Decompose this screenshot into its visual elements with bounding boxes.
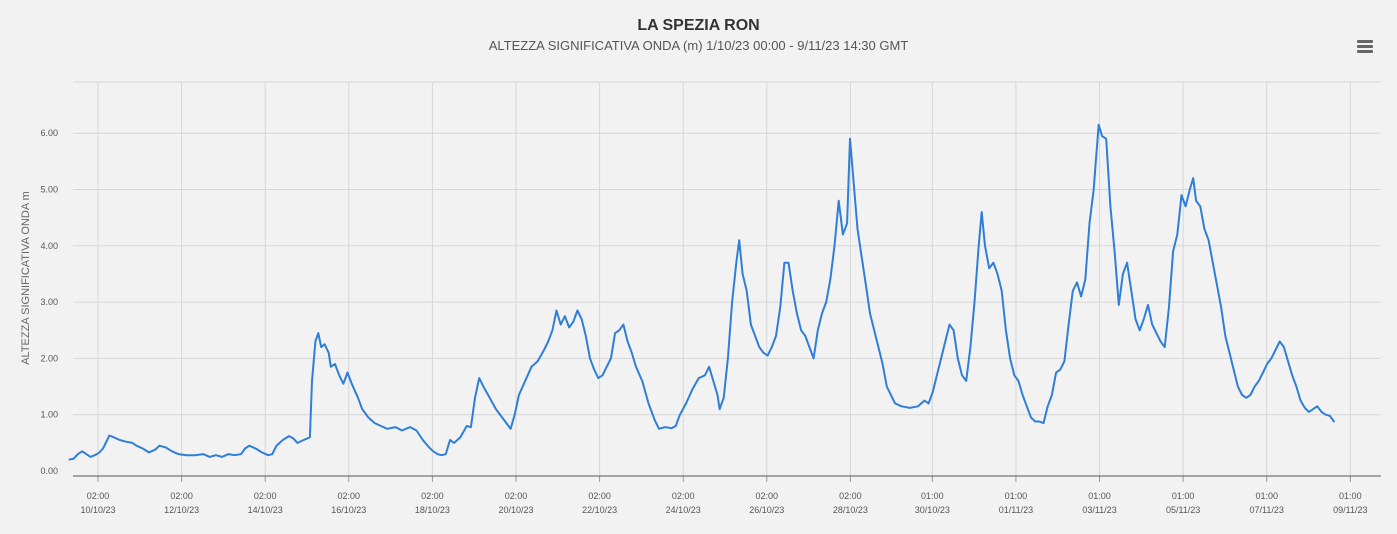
- x-tick-time: 01:00: [921, 491, 944, 501]
- menu-bar: [1357, 40, 1373, 43]
- menu-bar: [1357, 45, 1373, 48]
- x-tick-time: 01:00: [1088, 491, 1111, 501]
- menu-bar: [1357, 50, 1373, 53]
- x-tick-time: 02:00: [338, 491, 361, 501]
- x-tick-date: 14/10/23: [248, 505, 283, 515]
- x-tick-date: 26/10/23: [749, 505, 784, 515]
- x-tick-date: 22/10/23: [582, 505, 617, 515]
- x-tick-time: 02:00: [756, 491, 779, 501]
- x-tick-time: 02:00: [588, 491, 611, 501]
- chart-title: LA SPEZIA RON: [637, 17, 760, 34]
- x-tick-time: 02:00: [254, 491, 277, 501]
- x-tick-date: 20/10/23: [498, 505, 533, 515]
- x-tick-date: 28/10/23: [833, 505, 868, 515]
- series-line: [68, 123, 1336, 461]
- x-tick-time: 02:00: [505, 491, 528, 501]
- x-tick-date: 16/10/23: [331, 505, 366, 515]
- x-tick-date: 12/10/23: [164, 505, 199, 515]
- x-tick-date: 01/11/23: [999, 505, 1033, 515]
- x-tick-time: 01:00: [1172, 491, 1195, 501]
- x-tick-date: 05/11/23: [1166, 505, 1200, 515]
- x-tick-time: 02:00: [87, 491, 110, 501]
- y-tick-label: 3.00: [40, 297, 58, 307]
- y-tick-label: 1.00: [40, 410, 58, 420]
- x-tick-time: 01:00: [1005, 491, 1028, 501]
- x-tick-time: 01:00: [1339, 491, 1362, 501]
- x-tick-date: 30/10/23: [915, 505, 950, 515]
- x-tick-date: 18/10/23: [415, 505, 450, 515]
- y-tick-label: 4.00: [40, 241, 58, 251]
- x-tick-time: 02:00: [421, 491, 444, 501]
- x-tick-date: 07/11/23: [1250, 505, 1284, 515]
- x-tick-time: 02:00: [672, 491, 695, 501]
- y-tick-label: 6.00: [40, 128, 58, 138]
- x-tick-date: 24/10/23: [666, 505, 701, 515]
- hamburger-menu-icon[interactable]: [1352, 36, 1378, 58]
- y-tick-label: 2.00: [40, 353, 58, 363]
- x-tick-date: 09/11/23: [1333, 505, 1367, 515]
- x-tick-time: 01:00: [1255, 491, 1278, 501]
- chart-subtitle: ALTEZZA SIGNIFICATIVA ONDA (m) 1/10/23 0…: [488, 38, 909, 53]
- x-tick-date: 10/10/23: [80, 505, 115, 515]
- x-tick-date: 03/11/23: [1082, 505, 1116, 515]
- y-tick-label: 0.00: [40, 466, 58, 476]
- x-tick-time: 02:00: [170, 491, 193, 501]
- y-tick-label: 5.00: [40, 185, 58, 195]
- x-tick-time: 02:00: [839, 491, 862, 501]
